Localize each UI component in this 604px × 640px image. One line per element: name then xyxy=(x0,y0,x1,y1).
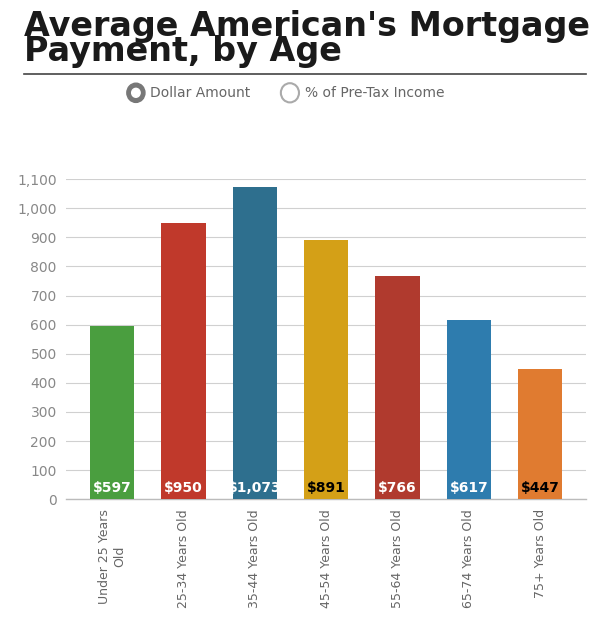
Text: $891: $891 xyxy=(307,481,345,495)
Circle shape xyxy=(132,88,140,97)
Text: Payment, by Age: Payment, by Age xyxy=(24,35,342,68)
Text: $950: $950 xyxy=(164,481,203,495)
Bar xyxy=(233,187,277,499)
Text: Dollar Amount: Dollar Amount xyxy=(150,86,250,100)
Text: $1,073: $1,073 xyxy=(228,481,281,495)
Bar xyxy=(447,320,491,499)
Text: $617: $617 xyxy=(449,481,488,495)
Text: % of Pre-Tax Income: % of Pre-Tax Income xyxy=(305,86,445,100)
Bar xyxy=(161,223,205,499)
Text: $447: $447 xyxy=(521,481,559,495)
Bar xyxy=(518,369,562,499)
Bar xyxy=(375,276,420,499)
Text: Average American's Mortgage: Average American's Mortgage xyxy=(24,10,590,43)
Text: $766: $766 xyxy=(378,481,417,495)
Text: $597: $597 xyxy=(93,481,132,495)
Bar xyxy=(90,326,134,499)
Circle shape xyxy=(127,83,145,102)
Bar xyxy=(304,240,349,499)
